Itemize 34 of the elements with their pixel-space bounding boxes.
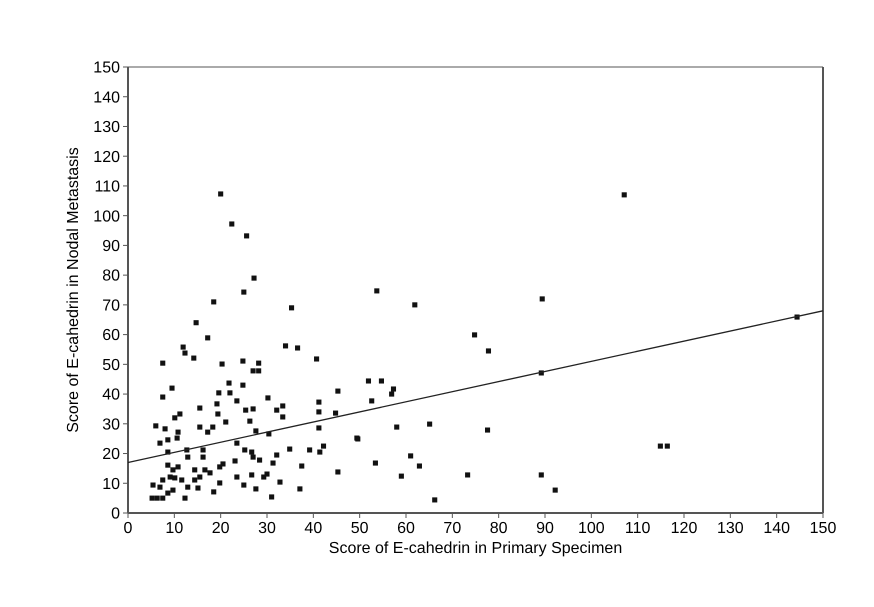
y-tick-label: 70 (102, 297, 120, 314)
x-tick-label: 40 (304, 520, 322, 537)
x-axis-title: Score of E-cahedrin in Primary Specimen (328, 540, 622, 557)
y-tick-label: 100 (93, 208, 120, 226)
y-tick-label: 90 (102, 238, 120, 255)
x-tick-label: 100 (578, 520, 605, 537)
x-tick-label: 90 (536, 520, 554, 537)
x-tick-label: 130 (716, 520, 744, 537)
x-tick-label: 50 (350, 520, 369, 537)
y-axis-title: Score of E-cahedrin in Nodal Metastasis (65, 147, 82, 433)
y-tick-label: 10 (102, 476, 120, 493)
y-tick-label: 80 (102, 268, 120, 285)
y-tick-label: 60 (102, 327, 120, 344)
y-tick-label: 0 (111, 506, 120, 523)
y-tick-label: 130 (93, 119, 120, 136)
x-tick-label: 60 (397, 520, 415, 537)
x-tick-label: 0 (124, 520, 133, 537)
x-tick-label: 70 (443, 520, 462, 537)
y-tick-label: 120 (93, 148, 120, 166)
x-tick-label: 80 (490, 520, 508, 537)
y-tick-label: 140 (93, 89, 120, 106)
y-tick-label: 20 (102, 446, 120, 464)
x-tick-label: 30 (258, 520, 276, 537)
x-tick-label: 150 (810, 520, 836, 537)
y-tick-label: 150 (93, 60, 120, 77)
y-tick-label: 50 (102, 356, 120, 374)
x-tick-label: 120 (670, 520, 698, 537)
y-tick-label: 30 (102, 416, 120, 434)
y-tick-label: 110 (94, 178, 120, 196)
x-tick-label: 110 (624, 520, 651, 537)
x-tick-label: 10 (165, 520, 184, 537)
x-tick-label: 140 (763, 520, 790, 537)
y-tick-label: 40 (102, 386, 120, 404)
x-tick-label: 20 (212, 520, 230, 537)
